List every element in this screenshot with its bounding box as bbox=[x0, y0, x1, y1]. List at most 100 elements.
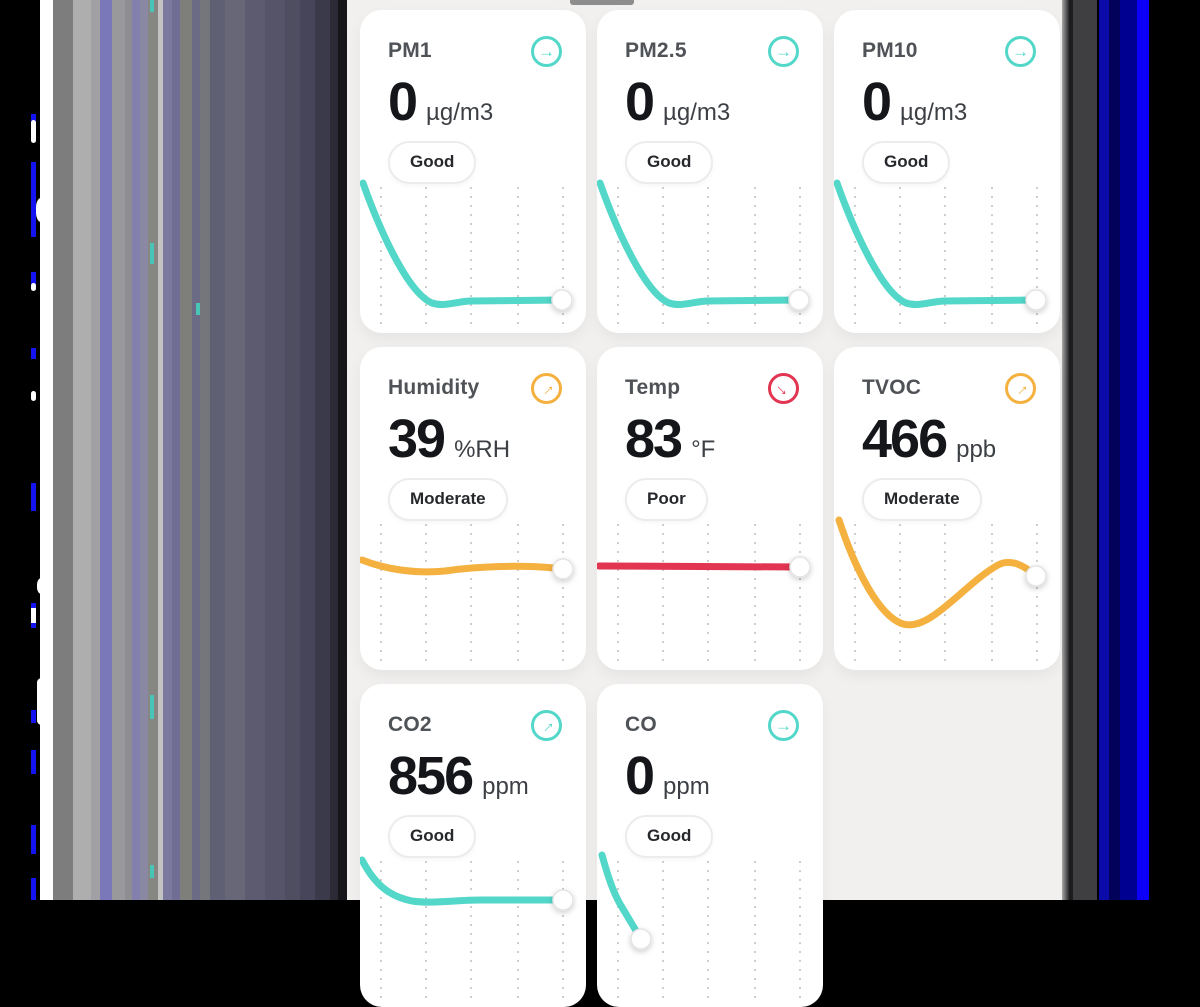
arrow-up-right-circle-icon[interactable]: → bbox=[531, 709, 562, 741]
sensor-card[interactable]: PM1 → 0 µg/m3 Good bbox=[360, 10, 586, 333]
reading-row: 0 ppm bbox=[597, 748, 823, 805]
chart-gridlines bbox=[617, 524, 801, 666]
smear-artifact bbox=[31, 120, 36, 143]
smear-artifact bbox=[150, 865, 154, 878]
chart-line bbox=[598, 851, 645, 943]
sparkline-chart bbox=[835, 516, 1047, 666]
arrow-glyph: → bbox=[533, 375, 560, 401]
sensor-card[interactable]: PM10 → 0 µg/m3 Good bbox=[834, 10, 1060, 333]
sparkline-chart bbox=[597, 179, 810, 329]
sensor-value: 856 bbox=[388, 746, 474, 806]
chart-line bbox=[360, 179, 566, 309]
status-text: Good bbox=[410, 825, 455, 845]
card-header: CO → bbox=[597, 684, 823, 741]
chart-line bbox=[835, 516, 1038, 629]
chart-end-marker bbox=[552, 558, 574, 580]
arrow-right-circle-icon[interactable]: → bbox=[531, 35, 562, 67]
smear-artifact bbox=[150, 0, 154, 12]
sensor-label: CO2 bbox=[388, 713, 432, 736]
status-badge: Moderate bbox=[862, 477, 982, 521]
reading-row: 0 µg/m3 bbox=[360, 74, 586, 131]
status-badge: Good bbox=[388, 814, 477, 858]
sparkline-chart bbox=[598, 851, 801, 1003]
arrow-down-right-circle-icon[interactable]: → bbox=[768, 372, 799, 404]
smear-artifact bbox=[31, 272, 36, 285]
sensor-unit: ppm bbox=[663, 773, 710, 800]
sensor-value: 0 bbox=[388, 72, 418, 132]
status-text: Good bbox=[647, 151, 692, 171]
reading-row: 83 °F bbox=[597, 411, 823, 468]
card-header: Humidity → bbox=[360, 347, 586, 404]
sensor-unit: µg/m3 bbox=[426, 99, 494, 126]
status-text: Moderate bbox=[410, 488, 486, 508]
reading-row: 856 ppm bbox=[360, 748, 586, 805]
arrow-glyph: → bbox=[1012, 41, 1029, 61]
smear-artifact bbox=[31, 878, 36, 900]
smear-artifact bbox=[36, 198, 46, 222]
chart-gridlines bbox=[617, 187, 801, 329]
sparkline-chart bbox=[597, 524, 811, 666]
arrow-glyph: → bbox=[1007, 375, 1034, 401]
reading-row: 0 µg/m3 bbox=[834, 74, 1060, 131]
arrow-right-circle-icon[interactable]: → bbox=[768, 709, 799, 741]
status-text: Good bbox=[647, 825, 692, 845]
smear-artifact bbox=[31, 710, 36, 723]
card-header: Temp → bbox=[597, 347, 823, 404]
sparkline-chart bbox=[360, 179, 573, 329]
status-badge: Poor bbox=[625, 477, 708, 521]
chart-end-marker bbox=[788, 289, 810, 311]
chart-line bbox=[834, 179, 1040, 309]
chart-line bbox=[597, 562, 804, 571]
smear-artifact bbox=[31, 825, 36, 854]
sensor-card[interactable]: CO → 0 ppm Good bbox=[597, 684, 823, 1007]
arrow-up-right-circle-icon[interactable]: → bbox=[1005, 372, 1036, 404]
arrow-right-circle-icon[interactable]: → bbox=[1005, 35, 1036, 67]
chart-gridlines bbox=[380, 187, 564, 329]
sparkline-chart bbox=[834, 179, 1047, 329]
reading-row: 466 ppb bbox=[834, 411, 1060, 468]
reading-row: 39 %RH bbox=[360, 411, 586, 468]
arrow-glyph: → bbox=[538, 41, 555, 61]
chart-gridlines bbox=[854, 187, 1038, 329]
sensor-value: 0 bbox=[625, 72, 655, 132]
smear-artifact bbox=[31, 608, 36, 623]
sensor-card[interactable]: Temp → 83 °F Poor bbox=[597, 347, 823, 670]
smear-artifact bbox=[37, 578, 46, 594]
smear-artifact bbox=[31, 391, 36, 401]
card-header: CO2 → bbox=[360, 684, 586, 741]
sensor-value: 0 bbox=[862, 72, 892, 132]
arrow-right-circle-icon[interactable]: → bbox=[768, 35, 799, 67]
smear-artifact bbox=[150, 695, 154, 719]
sensor-card[interactable]: Humidity → 39 %RH Moderate bbox=[360, 347, 586, 670]
reading-row: 0 µg/m3 bbox=[597, 74, 823, 131]
sensor-value: 466 bbox=[862, 409, 948, 469]
sensor-value: 83 bbox=[625, 409, 683, 469]
card-header: PM1 → bbox=[360, 10, 586, 67]
chart-gridlines bbox=[380, 524, 564, 666]
chart-end-marker bbox=[630, 928, 652, 950]
sparkline-chart bbox=[360, 856, 574, 1003]
chart-end-marker bbox=[1025, 565, 1047, 587]
smear-artifact bbox=[196, 303, 200, 315]
chart-line bbox=[360, 556, 567, 576]
sensor-label: Humidity bbox=[388, 376, 480, 399]
sensor-label: PM2.5 bbox=[625, 39, 687, 62]
card-header: PM2.5 → bbox=[597, 10, 823, 67]
status-text: Good bbox=[410, 151, 455, 171]
sensor-label: Temp bbox=[625, 376, 681, 399]
status-badge: Good bbox=[625, 140, 714, 184]
sensor-card[interactable]: TVOC → 466 ppb Moderate bbox=[834, 347, 1060, 670]
status-badge: Moderate bbox=[388, 477, 508, 521]
sensor-label: PM1 bbox=[388, 39, 432, 62]
smear-artifact bbox=[31, 750, 36, 774]
sensor-card[interactable]: CO2 → 856 ppm Good bbox=[360, 684, 586, 1007]
sensor-card[interactable]: PM2.5 → 0 µg/m3 Good bbox=[597, 10, 823, 333]
chart-end-marker bbox=[789, 556, 811, 578]
sensor-label: TVOC bbox=[862, 376, 922, 399]
status-badge: Good bbox=[862, 140, 951, 184]
smear-artifact bbox=[31, 114, 36, 122]
sensor-unit: µg/m3 bbox=[663, 99, 731, 126]
arrow-up-right-circle-icon[interactable]: → bbox=[531, 372, 562, 404]
arrow-glyph: → bbox=[775, 41, 792, 61]
chart-end-marker bbox=[552, 889, 574, 911]
